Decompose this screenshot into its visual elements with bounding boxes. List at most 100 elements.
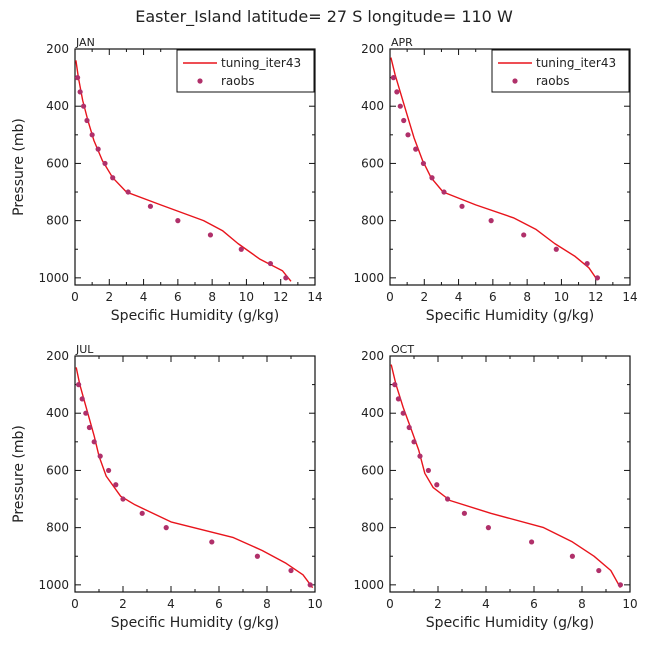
panel-jul: JUL 0 2 4 6 8 10 200 400 600 800 1000 Specific Humid…	[11, 343, 323, 631]
x-tick-label: 12	[588, 290, 603, 304]
x-tick-label: 6	[215, 597, 223, 611]
data-point-raobs	[163, 525, 169, 531]
data-point-raobs	[238, 246, 244, 252]
y-axis-label: Pressure (mb)	[11, 425, 27, 523]
data-point-raobs	[89, 132, 95, 138]
data-point-raobs	[394, 89, 400, 95]
data-point-raobs	[529, 539, 535, 545]
x-tick-label: 2	[420, 290, 428, 304]
data-point-raobs	[79, 396, 85, 402]
data-point-raobs	[400, 410, 406, 416]
data-point-raobs	[84, 117, 90, 124]
panel-label: APR	[391, 36, 413, 49]
data-point-raobs	[91, 439, 97, 445]
data-point-raobs	[461, 510, 467, 516]
x-tick-label: 8	[208, 290, 216, 304]
x-tick-label: 10	[554, 290, 569, 304]
x-tick-label: 4	[167, 597, 175, 611]
data-point-raobs	[417, 453, 423, 459]
data-point-raobs	[617, 582, 624, 588]
x-tick-label: 0	[386, 290, 394, 304]
y-tick-label: 400	[46, 99, 69, 113]
data-point-raobs	[429, 175, 435, 181]
series-line-tuning_iter43	[75, 60, 292, 282]
legend-label: tuning_iter43	[536, 56, 616, 70]
panel-label: JUL	[75, 343, 94, 356]
legend-label: raobs	[221, 74, 255, 88]
data-point-raobs	[76, 382, 82, 388]
data-point-raobs	[401, 117, 407, 124]
y-tick-label: 200	[46, 42, 69, 56]
panel-label: OCT	[391, 343, 414, 356]
x-axis-label: Specific Humidity (g/kg)	[111, 615, 279, 631]
y-tick-label: 1000	[353, 578, 384, 592]
x-tick-label: 4	[140, 290, 148, 304]
x-tick-label: 12	[273, 290, 288, 304]
panel-oct: OCT 0 2 4 6 8 10 200 400 600 800 1000 Specific Humid…	[353, 343, 637, 631]
data-point-raobs	[113, 482, 119, 488]
legend-label: tuning_iter43	[221, 56, 301, 70]
data-point-raobs	[139, 510, 145, 516]
panel-apr: APR 0 2 4 6 8 10 12 14 200 400 600 800 1000 Specific H…	[353, 36, 637, 324]
data-point-raobs	[80, 103, 87, 109]
x-tick-label: 8	[578, 597, 586, 611]
data-point-raobs	[207, 232, 214, 238]
data-point-raobs	[209, 539, 215, 545]
x-tick-label: 14	[307, 290, 322, 304]
y-tick-label: 600	[46, 156, 69, 170]
legend-marker-swatch	[512, 78, 518, 84]
data-point-raobs	[441, 189, 447, 195]
data-point-raobs	[254, 553, 260, 559]
data-point-raobs	[411, 439, 417, 445]
x-tick-label: 6	[530, 597, 538, 611]
x-tick-label: 0	[386, 597, 394, 611]
x-tick-label: 2	[119, 597, 127, 611]
data-point-raobs	[175, 218, 181, 224]
x-tick-label: 8	[263, 597, 271, 611]
y-tick-label: 800	[361, 214, 384, 228]
legend-label: raobs	[536, 74, 570, 88]
y-tick-label: 400	[46, 406, 69, 420]
x-axis-label: Specific Humidity (g/kg)	[111, 308, 279, 324]
data-point-raobs	[147, 203, 154, 209]
x-tick-label: 10	[622, 597, 637, 611]
y-axis-label: Pressure (mb)	[11, 118, 27, 216]
y-tick-label: 1000	[353, 271, 384, 285]
data-point-raobs	[569, 553, 576, 559]
data-point-raobs	[86, 424, 92, 431]
x-tick-label: 0	[71, 597, 79, 611]
x-tick-label: 4	[482, 597, 490, 611]
x-tick-label: 10	[239, 290, 254, 304]
data-point-raobs	[553, 246, 559, 252]
data-point-raobs	[288, 567, 294, 574]
data-point-raobs	[83, 410, 89, 416]
figure-title: Easter_Island latitude= 27 S longitude= …	[135, 7, 513, 27]
data-point-raobs	[459, 203, 465, 209]
x-tick-label: 0	[71, 290, 79, 304]
data-point-raobs	[102, 160, 108, 167]
y-tick-label: 1000	[38, 578, 69, 592]
data-point-raobs	[77, 89, 83, 95]
y-tick-label: 600	[361, 156, 384, 170]
data-point-raobs	[445, 496, 451, 502]
y-tick-label: 200	[361, 349, 384, 363]
panel-jan: JAN 0 2 4 6 8 10 12 14 200 400 600 800 1000 Specific H…	[11, 36, 323, 324]
y-tick-label: 1000	[38, 271, 69, 285]
y-tick-label: 600	[46, 463, 69, 477]
data-point-raobs	[594, 275, 601, 281]
x-tick-label: 2	[105, 290, 113, 304]
data-point-raobs	[485, 525, 491, 531]
data-point-raobs	[521, 232, 527, 238]
y-tick-label: 800	[361, 521, 384, 535]
data-point-raobs	[267, 260, 274, 267]
data-point-raobs	[584, 260, 590, 267]
x-tick-label: 6	[174, 290, 182, 304]
x-axis-label: Specific Humidity (g/kg)	[426, 615, 594, 631]
series-line-tuning_iter43	[390, 364, 622, 589]
series-line-tuning_iter43	[75, 367, 314, 589]
data-point-raobs	[390, 75, 397, 81]
data-point-raobs	[397, 103, 403, 109]
